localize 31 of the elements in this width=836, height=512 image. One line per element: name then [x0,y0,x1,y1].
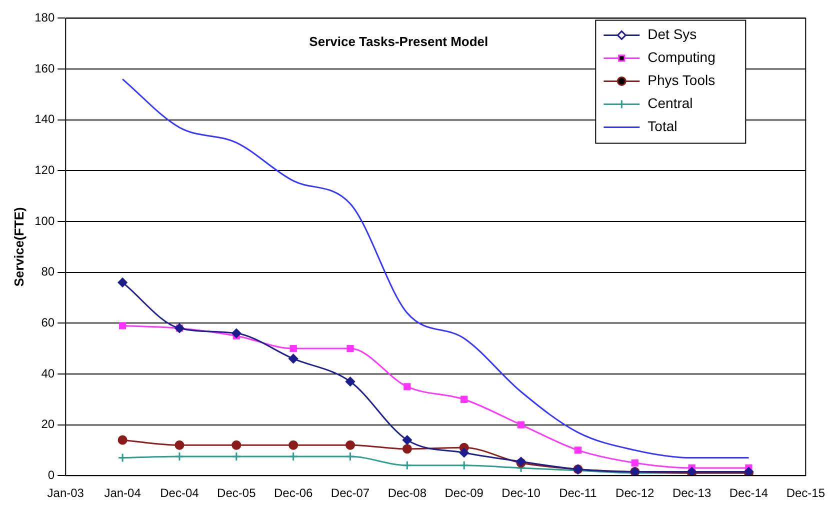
x-tick-label: Dec-10 [502,486,541,500]
y-tick-label: 140 [34,112,55,126]
x-tick-label: Dec-12 [616,486,655,500]
legend-label: Total [648,118,678,134]
y-tick-label: 120 [34,162,55,177]
y-tick-label: 180 [34,10,55,25]
y-tick-label: 100 [34,214,55,228]
y-tick-label: 60 [41,315,55,330]
x-tick-label: Dec-14 [729,486,768,500]
y-tick-label: 40 [41,366,55,380]
x-tick-label: Dec-07 [330,486,370,500]
x-tick-label: Dec-09 [444,486,484,500]
y-tick-label: 80 [41,264,55,279]
x-tick-label: Dec-08 [388,486,427,500]
legend-label: Phys Tools [648,72,716,88]
x-tick-label: Dec-11 [559,486,598,500]
x-tick-label: Dec-04 [160,486,200,500]
legend-label: Computing [648,49,716,66]
x-tick-label: Dec-06 [274,486,313,500]
x-tick-label: Jan-04 [104,486,142,500]
y-tick-label: 160 [34,61,55,76]
x-tick-label: Dec-05 [217,486,256,500]
y-tick-label: 0 [48,468,55,482]
x-tick-label: Dec-15 [786,486,826,500]
x-tick-label: Dec-13 [672,486,712,500]
legend-label: Central [648,95,693,112]
y-tick-label: 20 [41,417,55,432]
legend-label: Det Sys [648,26,697,42]
y-axis-title: Service(FTE) [11,207,26,287]
x-tick-label: Jan-03 [47,486,84,500]
text: Service Tasks-Present Model [309,34,488,49]
